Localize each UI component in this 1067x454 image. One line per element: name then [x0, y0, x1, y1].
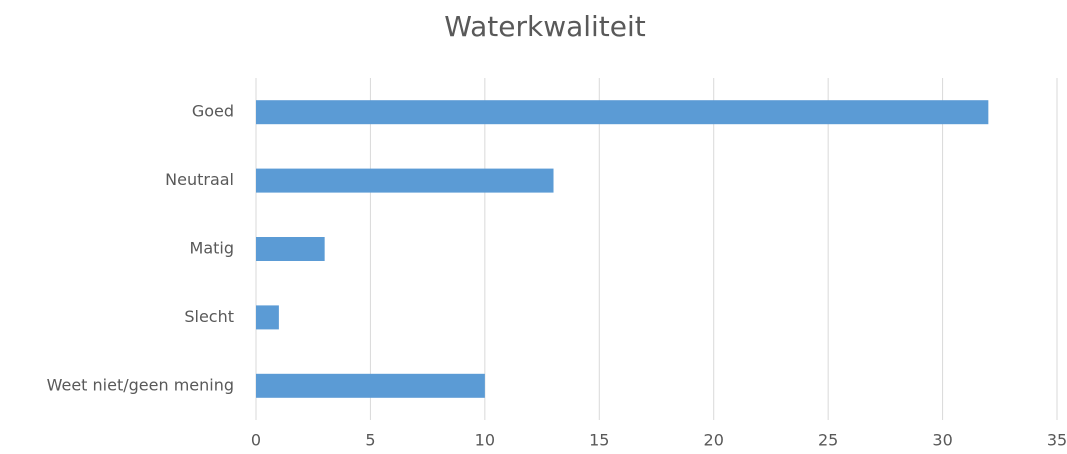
chart-title: Waterkwaliteit	[444, 10, 646, 43]
bar	[256, 168, 554, 193]
x-tick-label: 15	[589, 431, 609, 450]
bar	[256, 305, 279, 330]
y-tick-label: Weet niet/geen mening	[47, 375, 234, 394]
y-tick-label: Slecht	[184, 307, 234, 326]
x-tick-label: 30	[932, 431, 952, 450]
x-tick-label: 25	[818, 431, 838, 450]
bar	[256, 100, 989, 125]
x-tick-label: 35	[1047, 431, 1067, 450]
x-tick-label: 20	[704, 431, 724, 450]
x-tick-label: 5	[365, 431, 375, 450]
y-tick-label: Goed	[192, 102, 234, 121]
y-tick-label: Neutraal	[165, 170, 234, 189]
x-tick-label: 10	[475, 431, 495, 450]
bar	[256, 373, 485, 398]
y-tick-label: Matig	[190, 239, 234, 258]
bar	[256, 237, 325, 261]
x-tick-label: 0	[251, 431, 261, 450]
